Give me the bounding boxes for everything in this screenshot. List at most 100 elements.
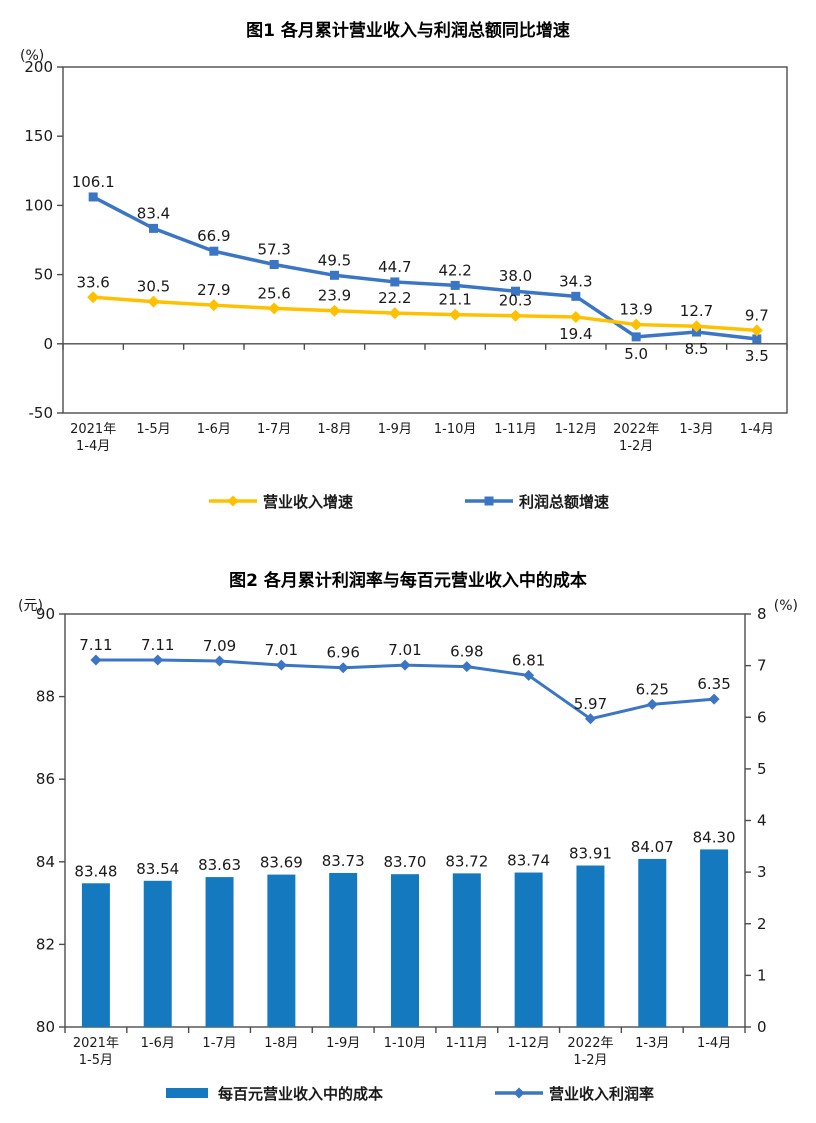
profit-margin-line-swatch-icon bbox=[495, 1087, 543, 1099]
cost-bar bbox=[514, 872, 543, 1027]
data-point-marker bbox=[584, 713, 596, 725]
data-point-label: 33.6 bbox=[76, 273, 109, 291]
x-tick-label: 1-4月 bbox=[740, 422, 774, 437]
plot-border bbox=[62, 66, 788, 414]
y-tick-label: -50 bbox=[29, 404, 54, 422]
bar-value-label: 83.63 bbox=[198, 856, 241, 874]
left-y-tick-label: 84 bbox=[36, 853, 55, 871]
left-axis-unit-label: (元) bbox=[18, 598, 43, 614]
chart2-legend: 每百元营业收入中的成本 营业收入利润率 bbox=[0, 1082, 816, 1104]
legend-item-profit-margin: 营业收入利润率 bbox=[493, 1083, 654, 1104]
data-point-marker bbox=[750, 324, 763, 337]
data-point-marker bbox=[388, 307, 401, 320]
cost-bar bbox=[329, 872, 358, 1027]
data-point-label: 3.5 bbox=[745, 347, 769, 365]
legend-marker-swatch bbox=[227, 495, 239, 507]
y-tick-label: 50 bbox=[34, 266, 53, 284]
data-point-marker bbox=[88, 192, 98, 202]
x-tick-label: 1-11月 bbox=[494, 422, 537, 437]
right-y-tick-label: 4 bbox=[757, 812, 767, 830]
cost-bar bbox=[81, 883, 110, 1027]
data-point-label: 5.97 bbox=[574, 695, 607, 713]
x-tick-label: 2021年 bbox=[70, 422, 116, 437]
data-point-marker bbox=[207, 299, 220, 312]
x-tick-label: 1-9月 bbox=[378, 422, 412, 437]
x-tick-label: 1-4月 bbox=[76, 439, 110, 454]
x-tick-label: 1-8月 bbox=[317, 422, 351, 437]
data-point-marker bbox=[330, 270, 339, 280]
data-point-label: 7.01 bbox=[388, 641, 421, 659]
data-point-label: 7.11 bbox=[141, 636, 174, 654]
data-point-marker bbox=[646, 698, 658, 710]
chart2-title: 图2 各月累计利润率与每百元营业收入中的成本 bbox=[229, 571, 587, 591]
data-point-label: 7.11 bbox=[79, 636, 112, 654]
right-y-tick-label: 3 bbox=[757, 863, 767, 881]
data-point-marker bbox=[399, 659, 411, 671]
bar-value-label: 83.54 bbox=[136, 860, 179, 878]
data-point-label: 7.09 bbox=[203, 637, 236, 655]
data-point-label: 5.0 bbox=[624, 345, 648, 363]
data-point-marker bbox=[631, 332, 641, 342]
x-tick-label: 2022年 bbox=[567, 1036, 613, 1051]
right-y-tick-label: 5 bbox=[757, 760, 767, 778]
data-point-label: 44.7 bbox=[378, 258, 411, 276]
legend-item-profit-growth: 利润总额增速 bbox=[463, 491, 609, 512]
data-point-marker bbox=[509, 309, 522, 322]
chart2-section: 图2 各月累计利润率与每百元营业收入中的成本 (元) (%) 90 88 86 84 82 8… bbox=[0, 556, 816, 1104]
x-tick-label: 1-6月 bbox=[197, 422, 231, 437]
data-point-marker bbox=[630, 318, 643, 331]
data-point-label: 57.3 bbox=[257, 240, 290, 258]
data-point-marker bbox=[90, 654, 102, 666]
right-y-tick-label: 0 bbox=[757, 1018, 767, 1036]
data-point-label: 49.5 bbox=[318, 251, 351, 269]
data-point-marker bbox=[569, 310, 582, 323]
data-point-label: 6.35 bbox=[697, 675, 730, 693]
bar-value-label: 83.73 bbox=[322, 852, 365, 870]
chart1-legend: 营业收入增速 利润总额增速 bbox=[0, 490, 816, 512]
data-point-label: 30.5 bbox=[137, 278, 170, 296]
legend-marker-swatch bbox=[513, 1087, 525, 1099]
data-point-marker bbox=[390, 277, 400, 287]
data-point-marker bbox=[209, 246, 219, 256]
data-point-label: 22.2 bbox=[378, 289, 411, 307]
cost-bar bbox=[205, 877, 234, 1027]
data-point-label: 8.5 bbox=[685, 340, 709, 358]
data-point-marker bbox=[461, 661, 473, 673]
data-point-label: 21.1 bbox=[438, 291, 471, 309]
y-tick-label: 100 bbox=[24, 196, 53, 214]
cost-bar bbox=[638, 858, 667, 1027]
data-point-marker bbox=[328, 304, 341, 317]
y-axis-unit-label: (%) bbox=[20, 48, 44, 64]
chart1-title: 图1 各月累计营业收入与利润总额同比增速 bbox=[246, 21, 570, 41]
cost-bar bbox=[391, 874, 419, 1027]
right-y-tick-label: 8 bbox=[757, 605, 767, 623]
left-y-tick-label: 90 bbox=[36, 605, 55, 623]
legend-marker-swatch bbox=[484, 496, 494, 506]
bar-value-label: 83.48 bbox=[74, 862, 117, 880]
data-point-label: 12.7 bbox=[680, 302, 713, 320]
data-point-marker bbox=[450, 280, 460, 290]
right-y-tick-label: 2 bbox=[757, 915, 767, 933]
x-tick-label: 1-10月 bbox=[384, 1036, 427, 1051]
y-tick-label: 0 bbox=[43, 335, 53, 353]
data-point-label: 19.4 bbox=[559, 325, 592, 343]
x-tick-label: 2021年 bbox=[73, 1036, 119, 1051]
y-tick-label: 150 bbox=[24, 127, 53, 145]
x-tick-label: 1-12月 bbox=[507, 1036, 550, 1051]
y-tick-label: 200 bbox=[24, 58, 53, 76]
cost-bar bbox=[267, 874, 296, 1027]
data-point-label: 34.3 bbox=[559, 272, 592, 290]
cost-bar-swatch-icon bbox=[165, 1088, 208, 1098]
data-point-marker bbox=[571, 291, 581, 301]
left-y-tick-label: 88 bbox=[36, 688, 55, 706]
left-y-tick-label: 86 bbox=[36, 770, 55, 788]
data-point-label: 23.9 bbox=[318, 287, 351, 305]
legend-label-profit-growth: 利润总额增速 bbox=[519, 492, 610, 511]
x-tick-label: 1-4月 bbox=[697, 1036, 731, 1051]
bar-value-label: 83.69 bbox=[260, 854, 303, 872]
x-tick-label: 1-3月 bbox=[635, 1036, 669, 1051]
data-point-label: 38.0 bbox=[499, 267, 532, 285]
cost-bar bbox=[700, 849, 729, 1027]
x-tick-label: 1-8月 bbox=[264, 1036, 298, 1051]
chart2-canvas: (元) (%) 90 88 86 84 82 80 8 7 6 5 4 3 2 1 0 83.48 83.54 83.… bbox=[18, 598, 798, 1068]
